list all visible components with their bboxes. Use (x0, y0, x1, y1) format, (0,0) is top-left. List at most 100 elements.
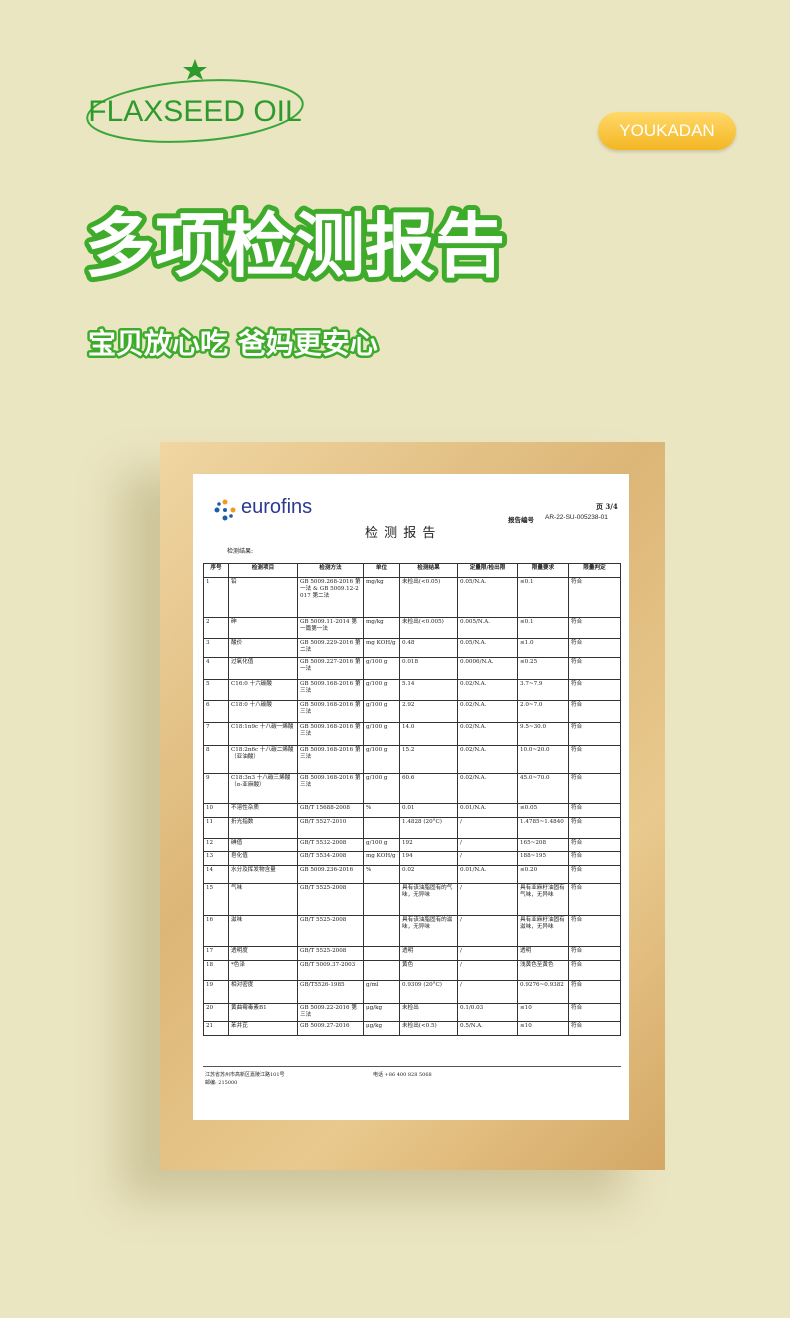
report-paper: eurofins 检 测 报 告 页 3/4 报告编号 AR-22-SU-005… (193, 474, 629, 1120)
table-cell (363, 960, 400, 981)
table-cell: GB 5009.229-2016 第二法 (297, 638, 364, 658)
table-cell: 黄色 (399, 960, 458, 981)
table-cell: 0.48 (399, 638, 458, 658)
table-cell (363, 883, 400, 916)
table-cell: 0.05/N.A. (457, 577, 518, 618)
report-no: AR-22-SU-005238-01 (545, 514, 608, 521)
table-cell: 0.018 (399, 657, 458, 680)
table-cell: GB/T 5525-2008 (297, 915, 364, 947)
table-cell: 14 (203, 865, 229, 884)
table-cell: ≤0.1 (517, 577, 569, 618)
table-row: 7 C18:1n9c 十八碳一烯酸 GB 5009.168-2016 第三法 g/10… (203, 722, 621, 746)
table-cell: % (363, 803, 400, 818)
table-cell: 1.4828 (20°C) (399, 817, 458, 839)
table-cell: 194 (399, 851, 458, 866)
table-cell: 0.02/N.A. (457, 722, 518, 746)
table-cell: mg/kg (363, 577, 400, 618)
table-cell: 相对密度 (228, 980, 298, 1004)
table-cell: 8 (203, 745, 229, 774)
table-cell: 2.92 (399, 700, 458, 723)
table-cell: 7 (203, 722, 229, 746)
subtitle: 宝贝放心吃 爸妈更安心 (88, 327, 378, 360)
table-cell: GB/T5526-1985 (297, 980, 364, 1004)
table-cell: GB/T 5534-2008 (297, 851, 364, 866)
table-cell: 188~195 (517, 851, 569, 866)
lab-name: eurofins (241, 496, 313, 518)
table-cell: C18:1n9c 十八碳一烯酸 (228, 722, 298, 746)
table-cell: ≤0.1 (517, 617, 569, 639)
table-cell: GB/T 5525-2008 (297, 946, 364, 961)
table-cell: 0.02/N.A. (457, 700, 518, 723)
table-cell: 0.01/N.A. (457, 803, 518, 818)
logo: FLAXSEED OIL (86, 59, 304, 143)
table-cell: 符合 (568, 1003, 621, 1022)
logo-text: FLAXSEED OIL (88, 95, 301, 128)
table-cell: GB 5009.27-2016 (297, 1021, 364, 1036)
table-cell: / (457, 946, 518, 961)
table-cell: 0.5/N.A. (457, 1021, 518, 1036)
table-cell: g/100 g (363, 700, 400, 723)
report-title: 检 测 报 告 (365, 526, 437, 541)
table-cell: GB 5009.168-2016 第三法 (297, 773, 364, 804)
table-cell: 0.1/0.03 (457, 1003, 518, 1022)
table-cell: GB 5009.168-2016 第三法 (297, 722, 364, 746)
table-cell: 18 (203, 960, 229, 981)
column-header: 检测项目 (228, 563, 298, 578)
header-row: 序号 检测项目 检测方法 单位 检测结果 定量限/检出限 限量要求 限量判定 (203, 563, 621, 578)
table-cell: 1.4785~1.4840 (517, 817, 569, 839)
table-row: 4 过氧化值 GB 5009.227-2016 第一法 g/100 g 0.018 0.0… (203, 657, 621, 680)
table-cell: GB/T 5527-2010 (297, 817, 364, 839)
table-cell: 符合 (568, 980, 621, 1004)
table-cell: 13 (203, 851, 229, 866)
table-cell: 具有亚麻籽油固有气味，无异味 (517, 883, 569, 916)
table-cell (363, 946, 400, 961)
table-cell: g/100 g (363, 773, 400, 804)
table-row: 14 水分及挥发物含量 GB 5009.236-2016% 0.02 0.01/N.A.… (203, 865, 621, 884)
table-row: 16 滋味 GB/T 5525-2008 具有该油脂固有的滋味，无异味 / 具有亚麻籽油固… (203, 915, 621, 947)
table-cell: 4 (203, 657, 229, 680)
table-cell: 9 (203, 773, 229, 804)
table-cell: ≤0.20 (517, 865, 569, 884)
table-cell: / (457, 838, 518, 852)
table-row: 21 苯并芘 GB 5009.27-2016 μg/kg 未检出(<0.5) 0.5/N.… (203, 1021, 621, 1036)
address: 江苏省苏州市高新区嘉陵江路101号 (205, 1072, 285, 1078)
table-cell: 未检出 (399, 1003, 458, 1022)
table-row: 17 透明度 GB/T 5525-2008 透明 / 透明 符合 (203, 946, 621, 961)
table-cell: 15 (203, 883, 229, 916)
table-cell: 0.02/N.A. (457, 773, 518, 804)
table-cell: 浅黄色至黄色 (517, 960, 569, 981)
table-cell: 符合 (568, 722, 621, 746)
table-cell: GB 5009.168-2016 第三法 (297, 745, 364, 774)
table-cell: 16 (203, 915, 229, 947)
report-no-label: 报告编号 (508, 516, 534, 524)
table-cell: 透明 (399, 946, 458, 961)
table-cell: mg KOH/g (363, 638, 400, 658)
table-cell: 符合 (568, 865, 621, 884)
section-label: 检测结果: (227, 548, 254, 555)
table-cell: g/100 g (363, 838, 400, 852)
table-cell: 未检出(<0.005) (399, 617, 458, 639)
column-header: 检测结果 (399, 563, 458, 578)
table-cell: 符合 (568, 960, 621, 981)
table-cell: 透明 (517, 946, 569, 961)
table-cell: / (457, 883, 518, 916)
table-cell: / (457, 817, 518, 839)
brand-badge: YOUKADAN (598, 112, 736, 150)
table-cell: GB 5009.236-2016 (297, 865, 364, 884)
table-cell: 符合 (568, 700, 621, 723)
table-cell: g/100 g (363, 679, 400, 701)
table-cell: C16:0 十六碳酸 (228, 679, 298, 701)
table-cell: / (457, 960, 518, 981)
table-cell: 10.0~20.0 (517, 745, 569, 774)
table-cell: 折光指数 (228, 817, 298, 839)
table-cell: / (457, 980, 518, 1004)
table-cell: ≤1.0 (517, 638, 569, 658)
table-row: 5 C16:0 十六碳酸 GB 5009.168-2016 第三法 g/100 g 5.… (203, 679, 621, 701)
table-cell: 符合 (568, 883, 621, 916)
table-cell: 苯并芘 (228, 1021, 298, 1036)
table-cell: C18:2n6c 十八碳二烯酸（亚油酸） (228, 745, 298, 774)
table-cell: GB 5009.11-2014 第一篇第一法 (297, 617, 364, 639)
table-cell: ≤0.25 (517, 657, 569, 680)
table-cell: 符合 (568, 773, 621, 804)
table-cell: 符合 (568, 803, 621, 818)
